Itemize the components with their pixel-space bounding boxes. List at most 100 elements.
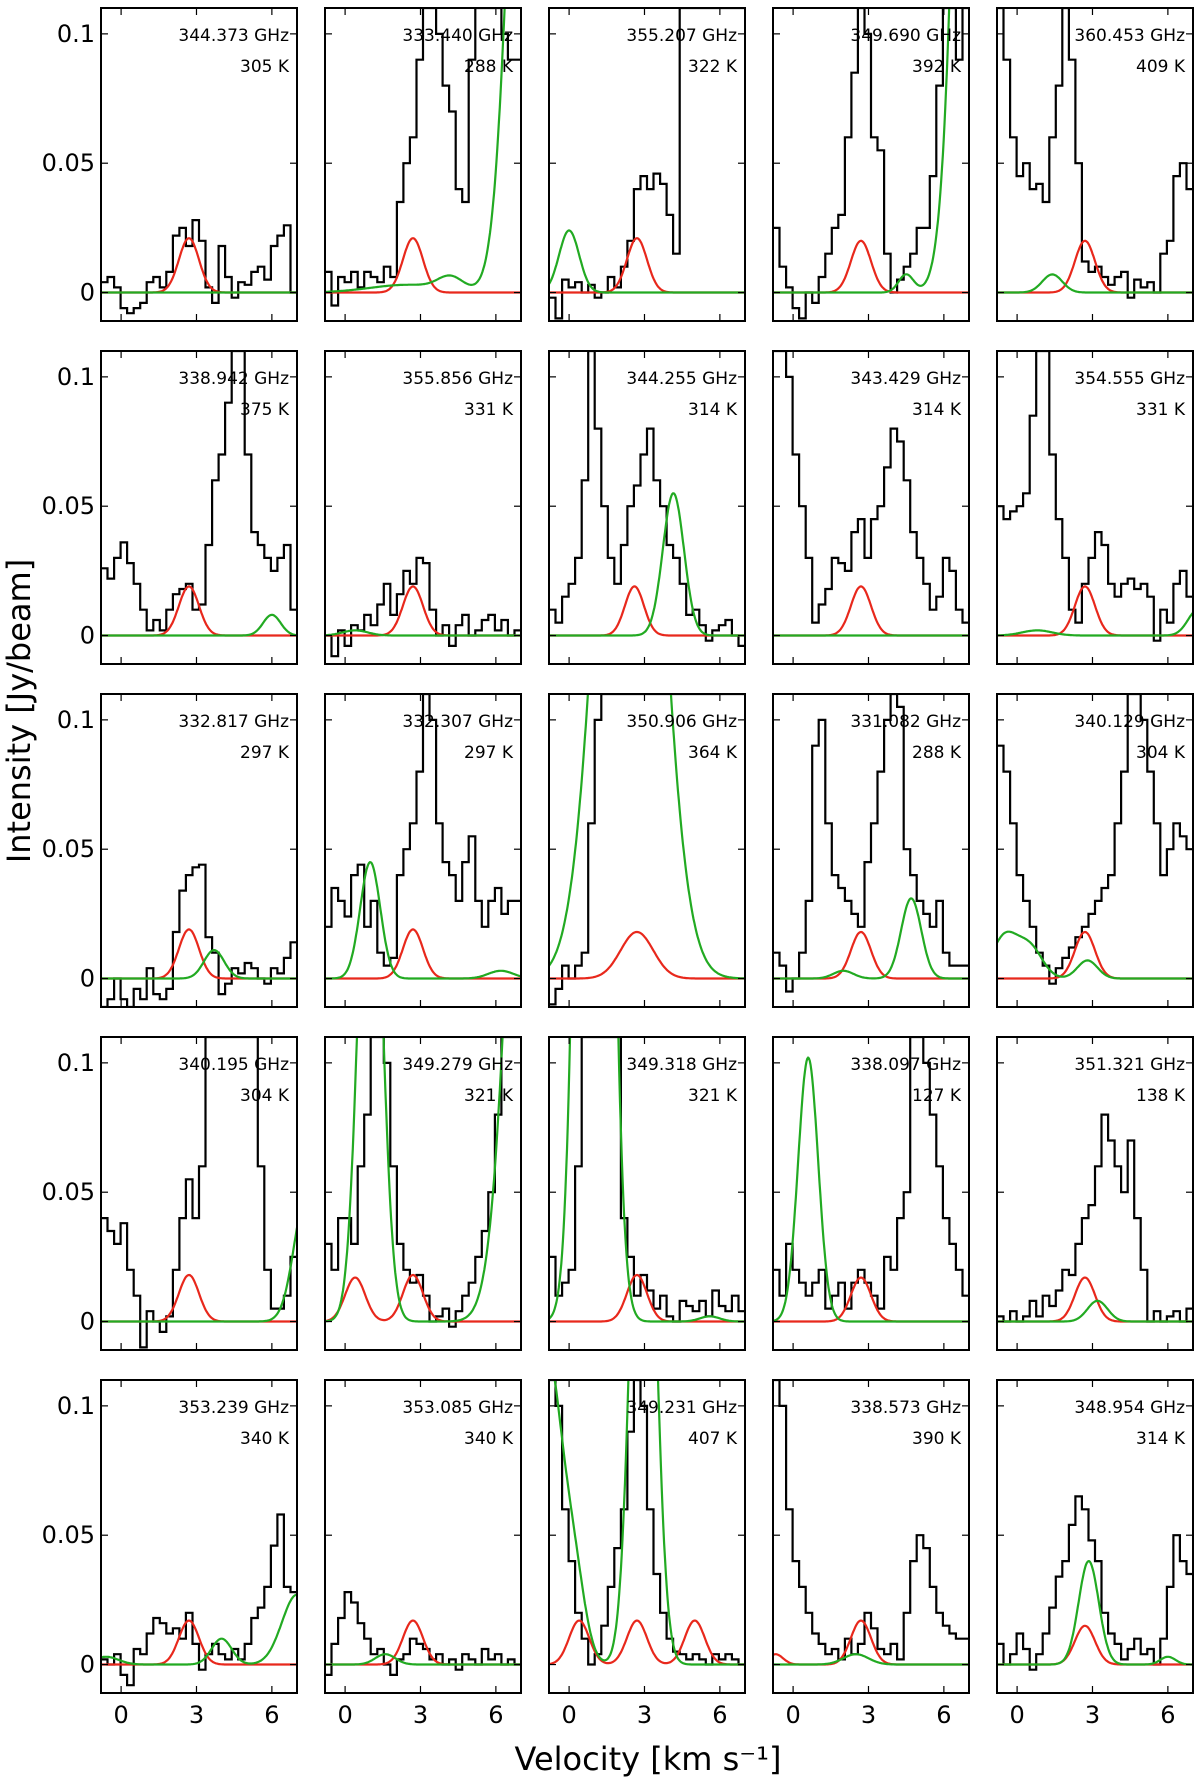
observed-spectrum: [325, 8, 521, 307]
spectrum-panel: 331.082 GHz 288 K: [772, 693, 970, 1008]
panel-plot-area: [549, 8, 745, 320]
green-model-fit: [549, 492, 745, 637]
x-tick-label: 6: [1160, 1701, 1175, 1729]
spectrum-panel: 349.279 GHz 321 K: [324, 1036, 522, 1351]
y-tick-label: 0.05: [42, 835, 95, 863]
observed-spectrum: [101, 1513, 297, 1687]
x-tick-label: 6: [488, 1701, 503, 1729]
spectrum-panel: 349.318 GHz 321 K: [548, 1036, 746, 1351]
panel-frame: [996, 1379, 1194, 1694]
green-model-fit: [773, 8, 951, 294]
frequency-label: 340.129 GHz: [1074, 712, 1185, 732]
observed-spectrum: [325, 694, 521, 967]
temperature-label: 297 K: [464, 743, 514, 763]
panel-plot-area: [773, 1380, 969, 1666]
red-model-fit: [773, 585, 969, 637]
x-tick-label: 0: [561, 1701, 576, 1729]
spectrum-panel: 344.255 GHz 314 K: [548, 350, 746, 665]
temperature-label: 322 K: [688, 57, 738, 77]
temperature-label: 304 K: [1136, 743, 1186, 763]
panel-plot-area: [325, 1037, 521, 1328]
x-tick-label: 3: [1085, 1701, 1100, 1729]
panel-frame: [324, 693, 522, 1008]
observed-spectrum: [549, 8, 745, 320]
temperature-label: 340 K: [464, 1429, 514, 1449]
observed-spectrum: [773, 694, 969, 993]
y-tick-label: 0.05: [42, 149, 95, 177]
red-model-fit: [325, 1273, 521, 1323]
observed-spectrum: [997, 1113, 1193, 1323]
green-model-fit: [325, 8, 506, 293]
observed-spectrum: [773, 1037, 969, 1310]
green-model-fit: [997, 612, 1193, 637]
spectrum-panel: 0 0.05 0.1 340.195 GHz 304 K: [42, 1036, 298, 1351]
panel-frame: [772, 693, 970, 1008]
temperature-label: 375 K: [240, 400, 290, 420]
spectrum-panel: 351.321 GHz 138 K: [996, 1036, 1194, 1351]
panel-plot-area: [325, 694, 521, 980]
observed-spectrum: [549, 1037, 745, 1323]
red-model-fit: [773, 239, 969, 294]
spectrum-panel: 0 3 6 338.573 GHz 390 K: [772, 1379, 970, 1729]
temperature-label: 409 K: [1136, 57, 1186, 77]
observed-spectrum: [997, 694, 1193, 985]
temperature-label: 331 K: [464, 400, 514, 420]
temperature-label: 364 K: [688, 743, 738, 763]
x-tick-label: 0: [1009, 1701, 1024, 1729]
temperature-label: 304 K: [240, 1086, 290, 1106]
temperature-label: 321 K: [464, 1086, 514, 1106]
y-tick-label: 0.1: [57, 1049, 95, 1077]
green-model-fit: [997, 1559, 1193, 1666]
panel-grid: 0 0.05 0.1 344.373 GHz 305 K 333.440 GHz 288 K…: [42, 7, 1194, 1729]
x-tick-label: 0: [337, 1701, 352, 1729]
frequency-label: 351.321 GHz: [1074, 1055, 1185, 1075]
y-tick-label: 0.05: [42, 1178, 95, 1206]
green-model-fit: [325, 1037, 504, 1323]
x-tick-label: 6: [712, 1701, 727, 1729]
spectrum-panel: 0 0.05 0.1 0 3 6 353.239 GHz 340 K: [42, 1379, 298, 1729]
spectrum-panel: 333.440 GHz 288 K: [324, 7, 522, 322]
spectrum-panel: 0 0.05 0.1 332.817 GHz 297 K: [42, 693, 298, 1008]
frequency-label: 338.573 GHz: [850, 1398, 961, 1418]
panel-frame: [548, 1036, 746, 1351]
red-model-fit: [549, 1273, 745, 1323]
frequency-label: 348.954 GHz: [1074, 1398, 1185, 1418]
temperature-label: 331 K: [1136, 400, 1186, 420]
panel-frame: [996, 7, 1194, 322]
panel-frame: [772, 7, 970, 322]
panel-frame: [772, 1379, 970, 1694]
temperature-label: 314 K: [912, 400, 962, 420]
temperature-label: 314 K: [1136, 1429, 1186, 1449]
observed-spectrum: [773, 351, 969, 624]
red-model-fit: [101, 585, 297, 637]
y-tick-label: 0: [80, 1308, 95, 1336]
y-tick-label: 0: [80, 1651, 95, 1679]
frequency-label: 344.255 GHz: [626, 369, 737, 389]
frequency-label: 344.373 GHz: [178, 26, 289, 46]
observed-spectrum: [325, 1591, 521, 1676]
temperature-label: 321 K: [688, 1086, 738, 1106]
red-model-fit: [549, 237, 745, 294]
x-axis-label: Velocity [km s⁻¹]: [515, 1740, 782, 1778]
green-model-fit: [101, 1227, 297, 1323]
green-model-fit: [101, 613, 297, 637]
spectrum-panel: 338.097 GHz 127 K: [772, 1036, 970, 1351]
panel-plot-area: [549, 1380, 745, 1666]
panel-frame: [100, 1036, 298, 1351]
red-model-fit: [549, 930, 745, 980]
spectrum-panel: 354.555 GHz 331 K: [996, 350, 1194, 665]
panel-frame: [324, 1379, 522, 1694]
red-model-fit: [997, 585, 1193, 637]
temperature-label: 407 K: [688, 1429, 738, 1449]
frequency-label: 338.942 GHz: [178, 369, 289, 389]
green-model-fit: [325, 861, 521, 980]
red-model-fit: [325, 585, 521, 637]
panel-frame: [100, 693, 298, 1008]
observed-spectrum: [101, 219, 297, 315]
panel-frame: [548, 1379, 746, 1694]
frequency-label: 331.082 GHz: [850, 712, 961, 732]
observed-spectrum: [773, 8, 969, 320]
spectrum-panel: 355.207 GHz 322 K: [548, 7, 746, 322]
spectrum-panel: 0 3 6 349.231 GHz 407 K: [548, 1379, 746, 1729]
observed-spectrum: [997, 351, 1193, 642]
